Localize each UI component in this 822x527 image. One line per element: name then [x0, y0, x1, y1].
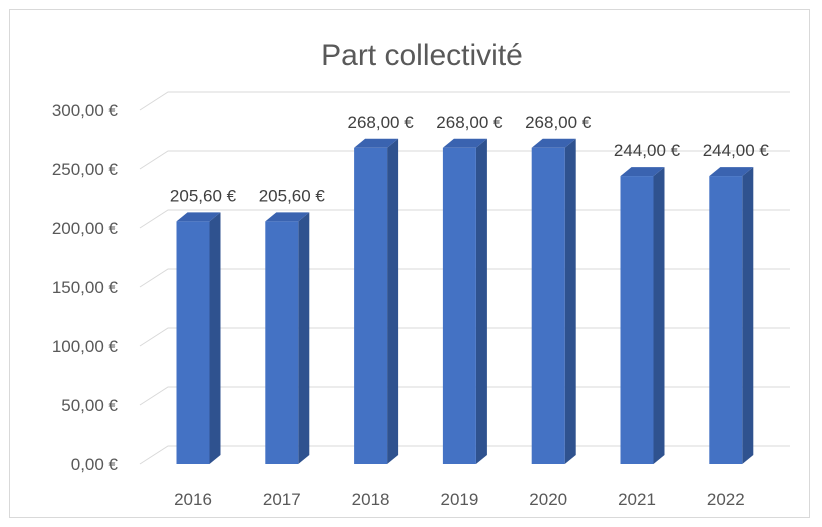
y-tick-label: 0,00 € — [71, 455, 119, 474]
y-tick-label: 250,00 € — [52, 160, 119, 179]
x-tick-label: 2022 — [707, 490, 745, 509]
gridline — [139, 327, 790, 347]
bar-side — [653, 167, 665, 464]
bar-front — [265, 221, 299, 464]
x-tick-label: 2019 — [440, 490, 478, 509]
gridline — [139, 386, 790, 406]
y-tick-label: 200,00 € — [52, 219, 119, 238]
bar-front — [176, 221, 210, 464]
x-axis-ticks: 2016 2017 2018 2019 2020 2021 2022 — [174, 490, 745, 509]
data-label: 268,00 € — [348, 113, 415, 132]
bar-front — [442, 147, 476, 464]
y-tick-label: 50,00 € — [61, 396, 118, 415]
bar-2016 — [176, 212, 221, 464]
y-tick-label: 100,00 € — [52, 337, 119, 356]
x-tick-label: 2018 — [352, 490, 390, 509]
data-label: 244,00 € — [703, 141, 770, 160]
bar-top — [442, 138, 487, 148]
gridline — [139, 209, 790, 229]
bar-side — [298, 212, 310, 464]
data-labels: 205,60 € 205,60 € 268,00 € 268,00 € 268,00 €… — [170, 113, 770, 206]
chart-frame — [9, 9, 810, 518]
data-label: 268,00 € — [436, 113, 503, 132]
bar-2019 — [442, 138, 487, 464]
gridline — [139, 445, 790, 465]
y-axis-ticks: 0,00 € 50,00 € 100,00 € 150,00 € 200,00 € 250… — [52, 101, 119, 474]
x-tick-label: 2020 — [529, 490, 567, 509]
bar-side — [475, 138, 487, 464]
y-tick-label: 150,00 € — [52, 278, 119, 297]
data-label: 244,00 € — [614, 141, 681, 160]
bars — [176, 138, 754, 464]
gridline — [139, 150, 790, 170]
bar-front — [531, 147, 565, 464]
data-label: 268,00 € — [525, 113, 592, 132]
bar-top — [265, 212, 310, 222]
bar-top — [354, 138, 399, 148]
bar-front — [620, 176, 654, 464]
gridline — [139, 91, 790, 111]
bar-side — [209, 212, 221, 464]
bar-top — [620, 167, 665, 177]
data-label: 205,60 € — [170, 186, 237, 205]
chart-title: Part collectivité — [321, 39, 523, 72]
bar-top — [176, 212, 221, 222]
x-tick-label: 2021 — [618, 490, 656, 509]
gridlines — [139, 91, 790, 465]
bar-front — [709, 176, 743, 464]
bar-top — [531, 138, 576, 148]
x-tick-label: 2017 — [263, 490, 301, 509]
data-label: 205,60 € — [259, 186, 326, 205]
gridline — [139, 268, 790, 288]
bar-front — [354, 147, 388, 464]
bar-2018 — [354, 138, 399, 464]
bar-2017 — [265, 212, 310, 464]
bar-2022 — [709, 167, 754, 464]
bar-side — [564, 138, 576, 464]
bar-2021 — [620, 167, 665, 464]
bar-top — [709, 167, 754, 177]
bar-2020 — [531, 138, 576, 464]
x-tick-label: 2016 — [174, 490, 212, 509]
bar-side — [742, 167, 754, 464]
bar-side — [387, 138, 399, 464]
y-tick-label: 300,00 € — [52, 101, 119, 120]
